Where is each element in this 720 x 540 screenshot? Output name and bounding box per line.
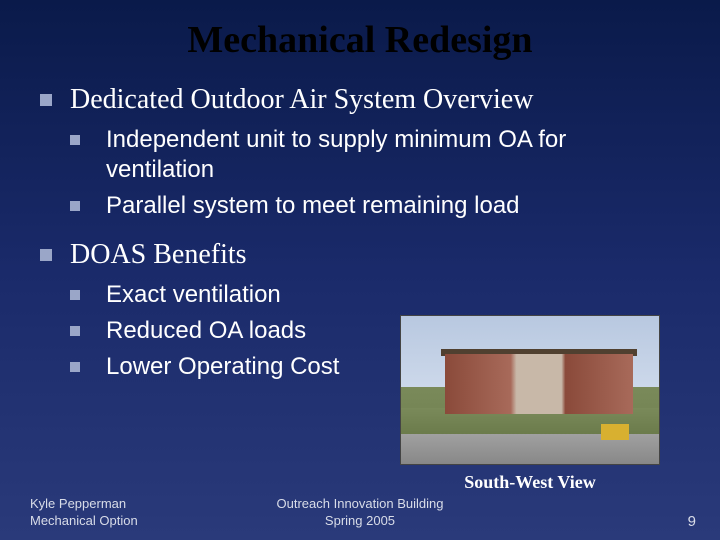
item-text: Parallel system to meet remaining load — [106, 191, 680, 221]
footer-project: Outreach Innovation Building — [277, 496, 444, 513]
square-bullet-icon — [70, 135, 80, 145]
square-bullet-icon — [40, 94, 52, 106]
square-bullet-icon — [70, 326, 80, 336]
building-photo — [400, 315, 660, 465]
footer-left: Kyle Pepperman Mechanical Option — [30, 496, 138, 530]
list-item: Independent unit to supply minimum OA fo… — [70, 125, 680, 185]
footer-term: Spring 2005 — [277, 513, 444, 530]
heading-text: Dedicated Outdoor Air System Overview — [70, 82, 680, 117]
footer-option: Mechanical Option — [30, 513, 138, 530]
section-heading-1: Dedicated Outdoor Air System Overview — [40, 82, 680, 117]
item-text: Independent unit to supply minimum OA fo… — [106, 125, 680, 185]
page-number: 9 — [688, 513, 696, 530]
square-bullet-icon — [70, 201, 80, 211]
section-heading-2: DOAS Benefits — [40, 237, 680, 272]
heading-text: DOAS Benefits — [70, 237, 680, 272]
list-item: Exact ventilation — [70, 280, 680, 310]
square-bullet-icon — [70, 362, 80, 372]
list-item: Parallel system to meet remaining load — [70, 191, 680, 221]
footer-author: Kyle Pepperman — [30, 496, 138, 513]
square-bullet-icon — [70, 290, 80, 300]
item-text: Exact ventilation — [106, 280, 680, 310]
slide-title: Mechanical Redesign — [0, 0, 720, 82]
square-bullet-icon — [40, 249, 52, 261]
slide-footer: Kyle Pepperman Mechanical Option Outreac… — [0, 490, 720, 530]
footer-center: Outreach Innovation Building Spring 2005 — [277, 496, 444, 530]
